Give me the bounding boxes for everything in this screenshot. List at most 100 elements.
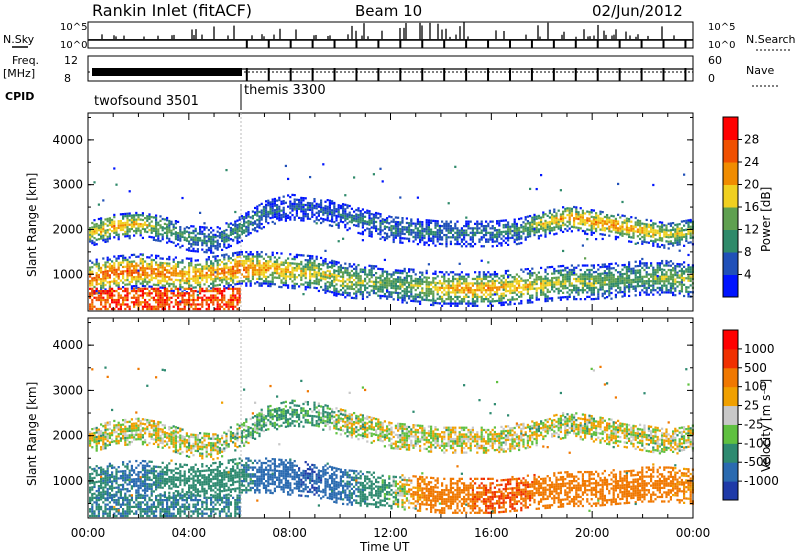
power-cell <box>111 260 114 263</box>
power-cell <box>614 284 617 288</box>
power-cell <box>408 228 411 232</box>
power-cell <box>100 228 103 231</box>
power-cell <box>359 268 362 271</box>
power-cell <box>425 296 428 299</box>
power-cell <box>115 229 118 232</box>
power-cell <box>540 291 543 294</box>
nsky-left-tick-bottom: 10^0 <box>60 40 87 51</box>
power-cell <box>137 264 140 267</box>
power-cell <box>135 301 138 304</box>
power-cell <box>251 217 254 220</box>
power-cell <box>111 296 114 299</box>
power-cell <box>383 286 386 289</box>
power-cell <box>245 216 248 220</box>
power-cell <box>394 223 397 226</box>
power-cell <box>108 237 111 240</box>
power-cell <box>190 257 193 260</box>
power-cell <box>337 208 340 211</box>
power-cell <box>245 214 248 217</box>
power-cell <box>141 292 144 295</box>
power-cell <box>559 226 562 230</box>
power-cell <box>166 230 169 233</box>
power-cell <box>513 278 516 281</box>
power-cell <box>227 301 230 304</box>
power-cell <box>614 224 617 227</box>
power-cell <box>232 301 235 304</box>
power-cell <box>111 271 114 274</box>
power-cell <box>531 223 534 226</box>
power-cell <box>502 219 505 222</box>
power-cell <box>168 255 171 259</box>
power-cell <box>447 293 450 296</box>
power-cell <box>441 298 444 301</box>
power-cell <box>403 226 406 229</box>
power-cell <box>196 243 199 246</box>
power-cell <box>581 216 584 219</box>
power-cell <box>456 280 459 283</box>
power-cell <box>216 226 219 229</box>
power-cell <box>434 270 437 273</box>
power-cell <box>157 307 160 311</box>
power-cell <box>529 272 532 275</box>
power-cell <box>504 278 507 282</box>
power-cell <box>232 303 235 306</box>
power-cell <box>170 229 173 232</box>
power-cell <box>177 272 180 275</box>
power-cell <box>258 224 261 227</box>
power-cell <box>531 267 534 270</box>
power-cell <box>203 276 206 279</box>
power-cell <box>137 269 140 272</box>
power-cell <box>146 274 149 277</box>
power-cell <box>234 222 237 225</box>
power-cell <box>463 275 466 278</box>
power-cell <box>579 218 582 221</box>
power-cell <box>238 262 241 265</box>
power-cell <box>236 251 239 254</box>
power-cell <box>405 288 408 291</box>
power-cell <box>489 286 492 290</box>
power-cell <box>256 253 259 256</box>
power-cell <box>370 289 373 292</box>
power-cell <box>155 227 158 231</box>
power-cell <box>256 264 259 267</box>
power-cell <box>108 280 111 284</box>
power-cell <box>542 277 545 281</box>
power-cell <box>247 224 250 227</box>
power-cell <box>544 233 547 236</box>
power-cell <box>568 273 571 276</box>
power-cell <box>317 271 320 275</box>
power-cell <box>566 273 569 276</box>
power-cell <box>271 220 274 224</box>
power-cell <box>146 292 149 295</box>
power-cell <box>577 217 580 221</box>
power-cell <box>412 268 415 271</box>
power-cell <box>427 294 430 297</box>
power-cell <box>137 216 140 219</box>
power-cell <box>166 280 169 283</box>
power-cell <box>498 235 501 238</box>
power-cell <box>124 289 127 293</box>
power-cell <box>108 223 111 227</box>
power-cell <box>364 215 367 218</box>
power-cell <box>346 287 349 290</box>
power-cell <box>502 235 505 238</box>
power-cell <box>117 222 120 225</box>
power-cell <box>141 282 144 285</box>
power-cell <box>309 266 312 269</box>
power-cell <box>229 231 232 234</box>
power-cell <box>595 229 598 233</box>
power-cell <box>115 259 118 262</box>
power-cell <box>150 296 153 299</box>
power-cell <box>397 232 400 235</box>
power-cell <box>427 228 430 231</box>
power-cell <box>430 283 433 286</box>
power-cell <box>449 240 452 243</box>
power-cell <box>223 276 226 279</box>
power-cell <box>210 262 213 265</box>
power-cell <box>421 223 424 226</box>
power-cell <box>548 229 551 233</box>
power-cell <box>179 261 182 264</box>
power-cell <box>465 273 468 276</box>
power-cell <box>370 280 373 283</box>
power-cell <box>328 206 331 209</box>
